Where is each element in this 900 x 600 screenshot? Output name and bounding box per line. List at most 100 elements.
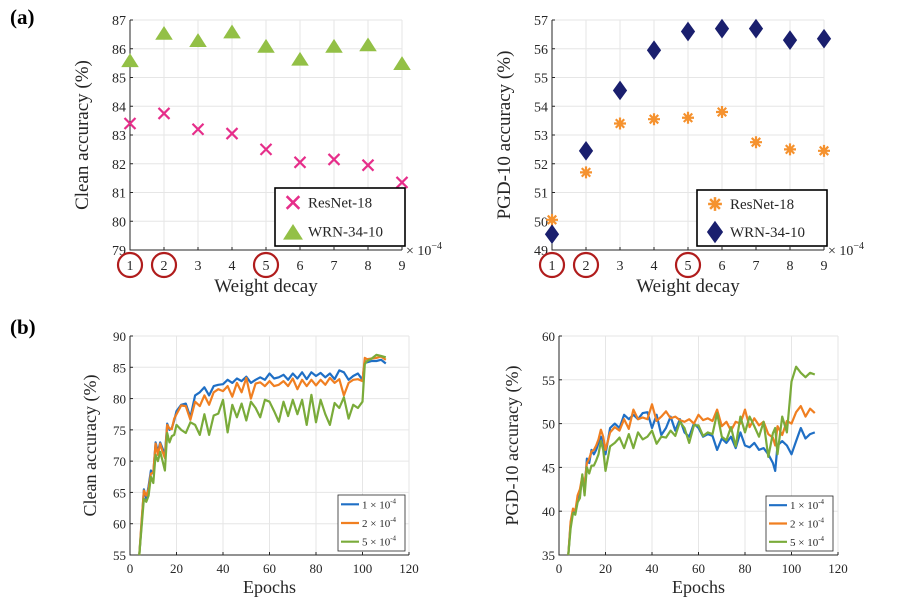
- y-axis-title: PGD-10 accuracy (%): [494, 51, 515, 220]
- x-tick-label: 4: [651, 259, 658, 274]
- series-line-3: [567, 365, 816, 556]
- data-point: [782, 30, 798, 50]
- x-tick-label: 2: [161, 259, 168, 274]
- x-tick-label: 40: [646, 561, 659, 576]
- highlight-circle: [252, 251, 280, 279]
- y-tick-label: 80: [112, 215, 126, 230]
- x-tick-label: 20: [170, 561, 183, 576]
- x-tick-label: 1: [127, 259, 134, 274]
- data-point: [223, 24, 241, 39]
- x-tick-label: 8: [787, 259, 794, 274]
- x-axis-title: Weight decay: [214, 276, 318, 297]
- data-point: [225, 127, 239, 140]
- y-tick-label: 45: [542, 460, 555, 475]
- y-tick-label: 50: [534, 215, 548, 230]
- x-tick-label: 5: [685, 259, 692, 274]
- x-tick-label: 80: [310, 561, 323, 576]
- panel-label-b: (b): [10, 315, 36, 339]
- y-tick-label: 55: [542, 373, 555, 388]
- y-tick-label: 54: [534, 100, 548, 115]
- legend: ResNet-18 WRN-34-10: [274, 187, 406, 247]
- x-tick-label: 0: [556, 561, 563, 576]
- legend-exponent: -4: [818, 517, 824, 525]
- y-tick-label: 55: [534, 72, 548, 87]
- series-resnet-18: [546, 106, 830, 226]
- legend-label: ResNet-18: [308, 196, 372, 212]
- data-point: [682, 111, 694, 124]
- data-point: [259, 143, 273, 156]
- legend-exponent: -4: [818, 535, 824, 543]
- y-tick-label: 60: [113, 517, 126, 532]
- highlight-circle: [538, 251, 566, 279]
- data-point: [257, 38, 275, 53]
- y-axis-title: Clean accuracy (%): [72, 60, 93, 210]
- x-tick-label: 100: [782, 561, 802, 576]
- x-axis-title: Weight decay: [636, 276, 740, 297]
- x-multiplier-exponent: −4: [853, 241, 864, 252]
- data-point: [580, 166, 592, 179]
- x-axis-title: Epochs: [243, 577, 296, 597]
- x-tick-label: 1: [549, 259, 556, 274]
- y-tick-label: 56: [534, 43, 548, 58]
- data-point: [784, 143, 796, 156]
- x-tick-label: 80: [739, 561, 752, 576]
- x-tick-label: 60: [263, 561, 276, 576]
- y-tick-label: 84: [112, 100, 126, 115]
- data-point: [155, 25, 173, 40]
- y-tick-label: 57: [534, 14, 548, 29]
- legend-exponent: -4: [390, 535, 396, 543]
- data-point: [716, 106, 728, 118]
- data-point: [361, 158, 375, 172]
- x-tick-label: 9: [821, 259, 828, 274]
- x-tick-label: 60: [692, 561, 705, 576]
- legend: ResNet-18 WRN-34-10: [696, 189, 828, 247]
- y-tick-label: 79: [112, 244, 126, 259]
- data-point: [680, 21, 696, 42]
- data-point: [614, 117, 626, 130]
- highlight-circle: [674, 251, 702, 279]
- data-point: [816, 28, 832, 49]
- series-wrn-34-10: [121, 24, 411, 70]
- legend-marker: [285, 195, 301, 210]
- legend-label: 2 × 10-4: [362, 516, 397, 530]
- x-multiplier-label: × 10−4: [406, 241, 442, 259]
- legend-label: 5 × 10-4: [362, 535, 397, 549]
- y-tick-label: 83: [112, 129, 126, 144]
- panel-label-a: (a): [10, 5, 35, 29]
- data-point: [327, 153, 341, 166]
- series-wrn-34-10: [544, 18, 832, 245]
- y-axis-title: Clean accuracy (%): [80, 375, 101, 517]
- highlight-circle: [572, 251, 600, 279]
- y-tick-label: 90: [113, 329, 126, 344]
- x-tick-label: 40: [217, 561, 230, 576]
- data-point: [359, 37, 377, 52]
- series-line-3: [138, 353, 387, 556]
- y-tick-label: 51: [534, 187, 548, 202]
- data-point: [395, 176, 409, 189]
- x-tick-label: 3: [195, 259, 202, 274]
- data-point: [648, 113, 660, 126]
- legend-exponent: -4: [390, 497, 396, 505]
- x-axis-title: Epochs: [672, 577, 725, 597]
- x-tick-label: 4: [229, 259, 236, 274]
- x-tick-label: 9: [399, 259, 406, 274]
- y-tick-label: 55: [113, 548, 126, 563]
- data-point: [123, 117, 137, 130]
- data-point: [157, 107, 171, 120]
- y-tick-label: 70: [113, 454, 126, 469]
- chart-pgd-vs-epochs: 35 40 45 50 55 60 0 20 40 60 80 100 120 Epochs PGD-10 …: [502, 329, 848, 597]
- x-tick-label: 7: [331, 259, 338, 274]
- chart-clean-vs-weight-decay: 79 80 81 82 83 84 85 86 87 1 2 3 4 5 6 7 8 9× 10−4 Weight …: [72, 14, 442, 297]
- legend: 1 × 10-4 2 × 10-4 5 × 10-4: [765, 495, 834, 552]
- data-point: [191, 122, 205, 136]
- y-tick-label: 86: [112, 43, 126, 58]
- data-point: [189, 33, 207, 47]
- legend-label: 1 × 10-4: [790, 498, 825, 512]
- y-tick-label: 49: [534, 244, 548, 259]
- x-tick-label: 120: [399, 561, 419, 576]
- y-tick-label: 87: [112, 14, 126, 29]
- legend-label: 5 × 10-4: [790, 535, 825, 549]
- y-tick-label: 35: [542, 548, 555, 563]
- highlight-circle: [116, 251, 144, 279]
